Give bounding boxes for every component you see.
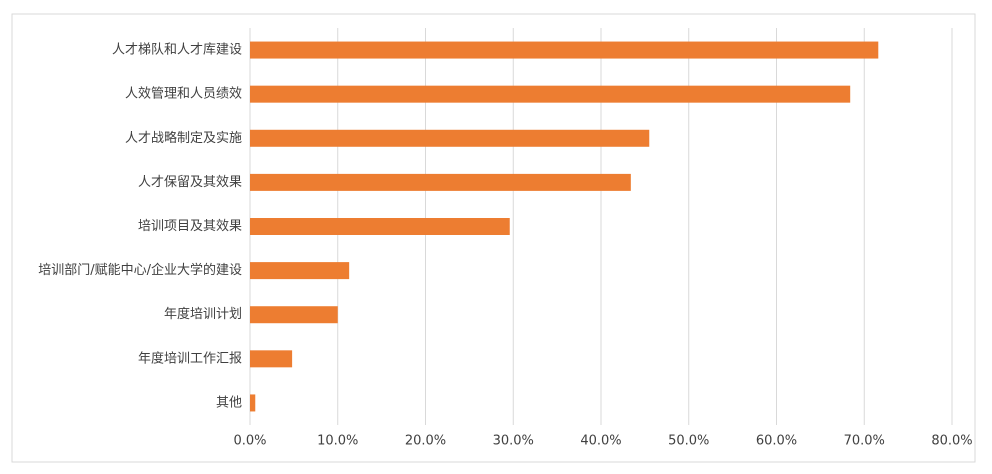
bar [250,394,256,412]
x-tick-label: 30.0% [493,434,534,449]
bar [250,173,631,191]
y-tick-label: 培训项目及其效果 [138,218,242,234]
bar [250,350,293,368]
bar [250,306,338,324]
bar [250,41,879,59]
bar [250,129,650,147]
y-tick-label: 人才保留及其效果 [138,175,242,190]
chart-border [11,13,976,463]
y-tick-label: 年度培训工作汇报 [138,350,242,366]
x-tick-label: 10.0% [317,434,358,449]
x-tick-label: 40.0% [580,434,621,449]
x-tick-label: 70.0% [844,434,885,449]
y-tick-label: 人效管理和人员绩效 [125,87,242,102]
y-tick-label: 人才战略制定及实施 [125,130,242,146]
x-tick-label: 20.0% [405,434,446,449]
y-tick-label: 年度培训计划 [164,306,242,322]
bar [250,85,851,103]
x-tick-label: 0.0% [233,434,266,449]
bar [250,262,350,280]
y-tick-label: 培训部门/赋能中心/企业大学的建设 [38,262,242,278]
y-tick-label: 人才梯队和人才库建设 [112,42,242,58]
x-tick-label: 80.0% [931,434,972,449]
y-tick-label: 其他 [216,395,242,410]
x-tick-label: 50.0% [668,434,709,449]
x-tick-label: 60.0% [756,434,797,449]
bar [250,218,510,235]
